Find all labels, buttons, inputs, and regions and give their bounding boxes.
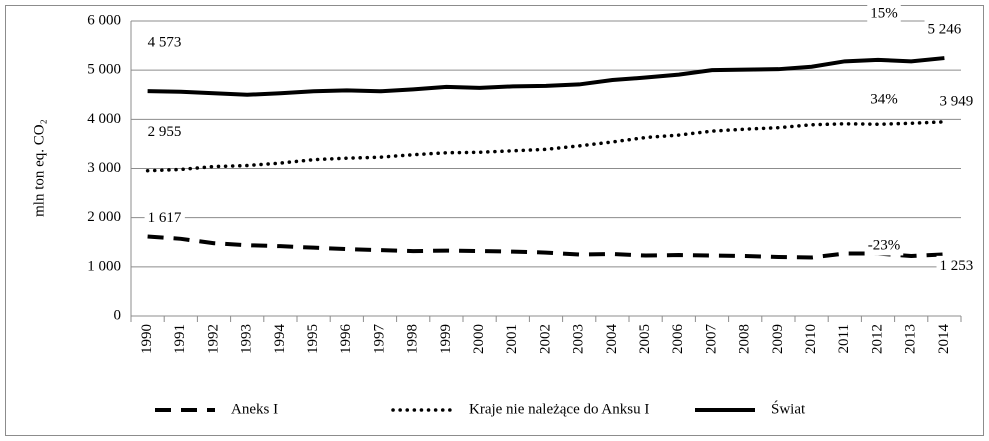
x-tick-label: 1996 <box>338 324 354 355</box>
y-tick-label: 6 000 <box>87 12 121 28</box>
x-tick-label: 2008 <box>737 324 753 354</box>
legend-label: Aneks I <box>231 401 278 417</box>
x-tick-label: 1992 <box>205 324 221 354</box>
x-tick-label: 1993 <box>239 324 255 354</box>
data-label-bg <box>144 32 185 53</box>
x-tick-label: 2011 <box>836 324 852 353</box>
x-tick-label: 2002 <box>537 324 553 354</box>
x-tick-label: 1991 <box>172 324 188 354</box>
data-label-bg <box>144 122 185 143</box>
annotation: -23% <box>868 237 901 253</box>
annotation-bg <box>867 89 901 110</box>
annotation: 34% <box>870 91 898 107</box>
data-label: 1 253 <box>940 258 974 274</box>
x-tick-label: 1997 <box>371 324 387 355</box>
legend-label: Kraje nie należące do Anksu I <box>469 401 649 417</box>
x-tick-label: 2007 <box>703 324 719 355</box>
x-tick-label: 1999 <box>438 324 454 354</box>
x-tick-label: 1998 <box>405 324 421 354</box>
data-label: 5 246 <box>928 22 962 38</box>
annotation-bg <box>867 3 901 24</box>
x-tick-label: 2003 <box>571 324 587 354</box>
annotation-bg <box>864 235 904 256</box>
series-line <box>145 120 947 173</box>
x-tick-label: 2012 <box>869 324 885 354</box>
data-label-bg <box>924 19 965 40</box>
x-tick-label: 1994 <box>272 324 288 355</box>
data-label-bg <box>144 207 185 228</box>
x-tick-label: 2001 <box>504 324 520 354</box>
y-tick-label: 2 000 <box>87 209 121 225</box>
annotation: 15% <box>870 5 898 21</box>
x-tick-label: 2000 <box>471 324 487 354</box>
data-label: 4 573 <box>148 35 182 51</box>
x-tick-label: 1995 <box>305 324 321 354</box>
x-tick-label: 2005 <box>637 324 653 354</box>
y-tick-label: 1 000 <box>87 258 121 274</box>
y-tick-label: 0 <box>114 307 122 323</box>
y-tick-label: 3 000 <box>87 160 121 176</box>
x-tick-label: 2014 <box>936 324 952 355</box>
x-tick-label: 2004 <box>604 324 620 355</box>
x-tick-label: 2010 <box>803 324 819 354</box>
x-tick-label: 2013 <box>903 324 919 354</box>
y-axis-title: mln ton eq. CO₂ <box>31 119 47 217</box>
data-label-bg <box>936 91 977 112</box>
data-label-bg <box>936 255 977 276</box>
x-tick-label: 1990 <box>139 324 155 354</box>
data-label: 2 955 <box>148 124 182 140</box>
data-label: 1 617 <box>148 210 182 226</box>
y-tick-label: 5 000 <box>87 62 121 78</box>
series-line <box>147 234 945 260</box>
series-line <box>147 56 945 97</box>
x-tick-label: 2006 <box>670 324 686 355</box>
legend-label: Świat <box>771 400 806 417</box>
data-label: 3 949 <box>940 93 974 109</box>
y-tick-label: 4 000 <box>87 111 121 127</box>
x-tick-label: 2009 <box>770 324 786 354</box>
